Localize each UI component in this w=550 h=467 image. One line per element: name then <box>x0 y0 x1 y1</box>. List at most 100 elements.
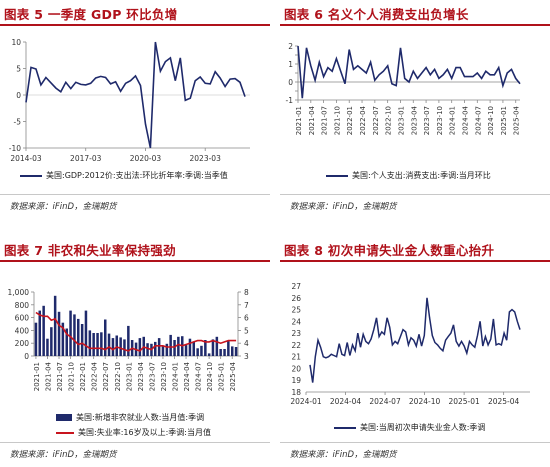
x-tick-label: 2025-01 <box>218 362 226 391</box>
payroll-bar <box>211 339 215 356</box>
x-tick-label: 2021-10 <box>68 362 76 391</box>
x-tick-label: 2022-07 <box>102 362 110 391</box>
claims-chart: 18 19 20 21 22 23 24 25 26 27 2024-01 2024-04 2024-0… <box>290 282 530 406</box>
payroll-bar <box>57 311 61 356</box>
y-tick-label: 10 <box>11 38 21 47</box>
x-tick-label: 2025-01 <box>448 397 480 406</box>
source-note: 数据来源：iFinD，金瑞期货 <box>290 202 397 212</box>
payroll-bar <box>204 340 207 356</box>
legend-label: 美国:GDP:2012价:支出法:环比折年率:季调:当季值 <box>46 171 228 180</box>
y2-tick-label: 6 <box>244 314 249 323</box>
legend-label: 美国:个人支出:消费支出:季调:当月环比 <box>352 171 491 180</box>
x-tick-label: 2024-01 <box>290 397 322 406</box>
y-tick-label: 23 <box>291 329 301 338</box>
payroll-bar <box>69 310 72 356</box>
payroll-bar <box>219 349 222 356</box>
payroll-bar <box>65 328 68 356</box>
legend-swatch <box>20 174 42 177</box>
x-tick-label: 2022-01 <box>79 362 87 391</box>
series-line-unemployment <box>35 311 237 352</box>
payroll-bar <box>61 322 65 356</box>
x-tick-label: 2023-07 <box>148 362 156 391</box>
x-tick-label: 2023-10 <box>436 106 444 135</box>
payroll-bar <box>38 310 41 356</box>
y-tick-label: 0 <box>16 91 21 100</box>
payroll-bar <box>46 338 49 356</box>
source-rule <box>280 194 550 195</box>
y-tick-label: 1,000 <box>8 288 30 297</box>
payroll-bar <box>231 346 234 356</box>
title-rule <box>0 260 270 262</box>
y-tick-label: 21 <box>291 353 301 362</box>
x-tick-label: 2024-07 <box>369 397 401 406</box>
payroll-bar <box>73 314 76 356</box>
x-tick-label: 2024-07 <box>195 362 203 391</box>
y-tick-label: -5 <box>14 118 22 127</box>
payroll-bar <box>200 345 203 356</box>
legend-swatch <box>334 426 356 429</box>
x-tick-label: 2023-01 <box>125 362 133 391</box>
x-tick-label: 2025-04 <box>488 397 520 406</box>
x-tick-label: 2023-10 <box>160 362 168 391</box>
payroll-bar <box>42 305 45 356</box>
x-tick-label: 2021-01 <box>33 362 41 391</box>
x-tick-label: 2024-07 <box>474 106 482 135</box>
chart-title: 图表 5 一季度 GDP 环比负增 <box>4 7 178 22</box>
payroll-bar <box>107 333 111 356</box>
y-tick-label: 5 <box>16 65 21 74</box>
payroll-bar <box>196 348 199 356</box>
payroll-bar <box>188 338 192 356</box>
series-line-gdp <box>25 41 246 149</box>
y-tick-label: 2 <box>288 42 293 51</box>
payroll-bar <box>192 341 195 356</box>
x-tick-label: 2024-10 <box>409 397 441 406</box>
x-tick-label: 2014-03 <box>10 154 42 163</box>
x-tick-label: 2025-04 <box>513 105 521 135</box>
y-tick-label: 0 <box>24 352 29 361</box>
y-tick-label: 600 <box>15 314 30 323</box>
legend-label: 美国:失业率:16岁及以上:季调:当月值 <box>78 428 211 437</box>
chart-panel-pce: 图表 6 名义个人消费支出负增长 -1 0 1 2 2021-01 2021-04 2021… <box>280 0 550 222</box>
x-tick-label: 2024-04 <box>183 361 191 391</box>
payroll-bar <box>207 353 211 356</box>
chart-title: 图表 6 名义个人消费支出负增长 <box>284 7 469 22</box>
x-tick-label: 2024-01 <box>171 362 179 391</box>
payroll-bar <box>173 340 176 356</box>
payroll-bar <box>34 322 38 356</box>
payroll-bar <box>104 319 107 356</box>
payroll-bar <box>157 338 161 356</box>
x-tick-label: 2024-10 <box>487 106 495 135</box>
payroll-bar <box>154 341 157 356</box>
y-tick-label: 20 <box>291 364 301 373</box>
payroll-bar <box>227 341 230 356</box>
y-tick-label: 25 <box>291 306 301 315</box>
y-tick-label: 24 <box>291 317 301 326</box>
y-tick-label: 200 <box>15 339 30 348</box>
x-tick-label: 2022-04 <box>91 361 99 391</box>
pce-chart: -1 0 1 2 2021-01 2021-04 2021-07 2021-10 2022-01… <box>286 42 521 135</box>
payroll-bar <box>119 337 122 356</box>
x-tick-label: 2021-07 <box>56 362 64 391</box>
x-tick-label: 2022-10 <box>114 362 122 391</box>
x-tick-label: 2022-04 <box>359 105 367 135</box>
payroll-bar <box>111 338 115 356</box>
x-tick-label: 2025-01 <box>500 106 508 135</box>
y2-tick-label: 4 <box>244 339 249 348</box>
x-tick-label: 2022-01 <box>346 106 354 135</box>
legend-item: 美国:个人支出:消费支出:季调:当月环比 <box>326 170 491 181</box>
payrolls-chart: 0 200 400 600 800 1,000 3 4 5 6 7 8 2021-01 2021-04 20… <box>8 288 249 391</box>
title-rule <box>0 24 270 26</box>
payroll-bar <box>53 295 57 356</box>
title-rule <box>280 24 550 26</box>
payroll-bar <box>100 332 103 356</box>
payroll-bar <box>50 327 53 356</box>
series-line-claims <box>309 297 521 383</box>
payroll-bar <box>123 339 126 356</box>
y-tick-label: 22 <box>291 341 301 350</box>
x-tick-label: 2021-01 <box>295 106 303 135</box>
y-tick-label: -10 <box>9 144 21 153</box>
chart-title: 图表 7 非农和失业率保持强劲 <box>4 243 176 258</box>
title-rule <box>280 260 550 262</box>
x-tick-label: 2017-03 <box>70 154 102 163</box>
payroll-bar <box>146 343 149 356</box>
